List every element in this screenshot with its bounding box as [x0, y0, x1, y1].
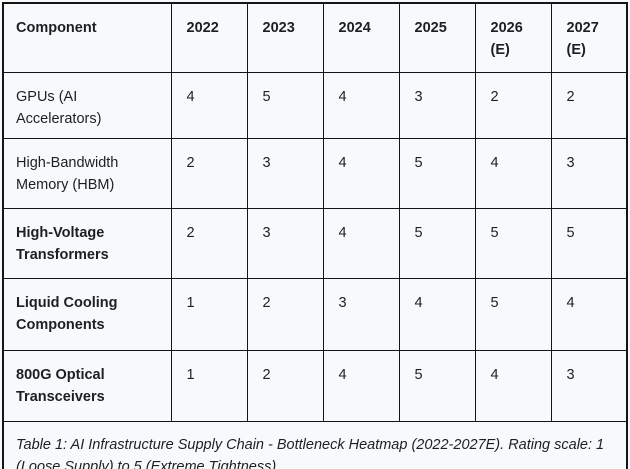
- column-header-2026e: 2026 (E): [474, 2, 552, 73]
- rating-cell: 5: [398, 137, 476, 209]
- rating-cell: 3: [246, 137, 324, 209]
- rating-cell: 4: [322, 207, 400, 279]
- rating-cell: 4: [474, 137, 552, 209]
- rating-cell: 4: [322, 137, 400, 209]
- rating-cell: 2: [170, 207, 248, 279]
- rating-cell: 5: [474, 207, 552, 279]
- rating-cell: 5: [246, 71, 324, 139]
- rating-cell: 4: [170, 71, 248, 139]
- rating-cell: 2: [246, 349, 324, 422]
- rating-cell: 3: [550, 137, 628, 209]
- rating-cell: 3: [322, 277, 400, 351]
- row-label: GPUs (AI Accelerators): [2, 71, 172, 139]
- column-header-2022: 2022: [170, 2, 248, 73]
- rating-cell: 5: [474, 277, 552, 351]
- rating-cell: 4: [550, 277, 628, 351]
- rating-cell: 2: [474, 71, 552, 139]
- rating-cell: 2: [550, 71, 628, 139]
- column-header-2025: 2025: [398, 2, 476, 73]
- rating-cell: 4: [474, 349, 552, 422]
- rating-cell: 5: [398, 349, 476, 422]
- caption-row: Table 1: AI Infrastructure Supply Chain …: [2, 420, 628, 469]
- rating-cell: 3: [550, 349, 628, 422]
- rating-cell: 5: [398, 207, 476, 279]
- rating-cell: 4: [398, 277, 476, 351]
- rating-cell: 5: [550, 207, 628, 279]
- column-header-2024: 2024: [322, 2, 400, 73]
- table-row-hbm: High-Bandwidth Memory (HBM) 2 3 4 5 4 3: [2, 137, 628, 209]
- rating-cell: 4: [322, 71, 400, 139]
- table-row-gpus: GPUs (AI Accelerators) 4 5 4 3 2 2: [2, 71, 628, 139]
- table-row-liquid-cooling: Liquid Cooling Components 1 2 3 4 5 4: [2, 277, 628, 351]
- column-header-2023: 2023: [246, 2, 324, 73]
- column-header-component: Component: [2, 2, 172, 73]
- table-row-transformers: High-Voltage Transformers 2 3 4 5 5 5: [2, 207, 628, 279]
- rating-cell: 4: [322, 349, 400, 422]
- rating-cell: 2: [170, 137, 248, 209]
- rating-cell: 3: [246, 207, 324, 279]
- row-label: Liquid Cooling Components: [2, 277, 172, 351]
- rating-cell: 2: [246, 277, 324, 351]
- rating-cell: 1: [170, 349, 248, 422]
- row-label: 800G Optical Transceivers: [2, 349, 172, 422]
- rating-cell: 1: [170, 277, 248, 351]
- row-label: High-Bandwidth Memory (HBM): [2, 137, 172, 209]
- rating-cell: 3: [398, 71, 476, 139]
- table-caption: Table 1: AI Infrastructure Supply Chain …: [2, 420, 628, 469]
- header-row: Component 2022 2023 2024 2025 2026 (E) 2…: [2, 2, 628, 73]
- table-row-optical-transceivers: 800G Optical Transceivers 1 2 4 5 4 3: [2, 349, 628, 422]
- row-label: High-Voltage Transformers: [2, 207, 172, 279]
- column-header-2027e: 2027 (E): [550, 2, 628, 73]
